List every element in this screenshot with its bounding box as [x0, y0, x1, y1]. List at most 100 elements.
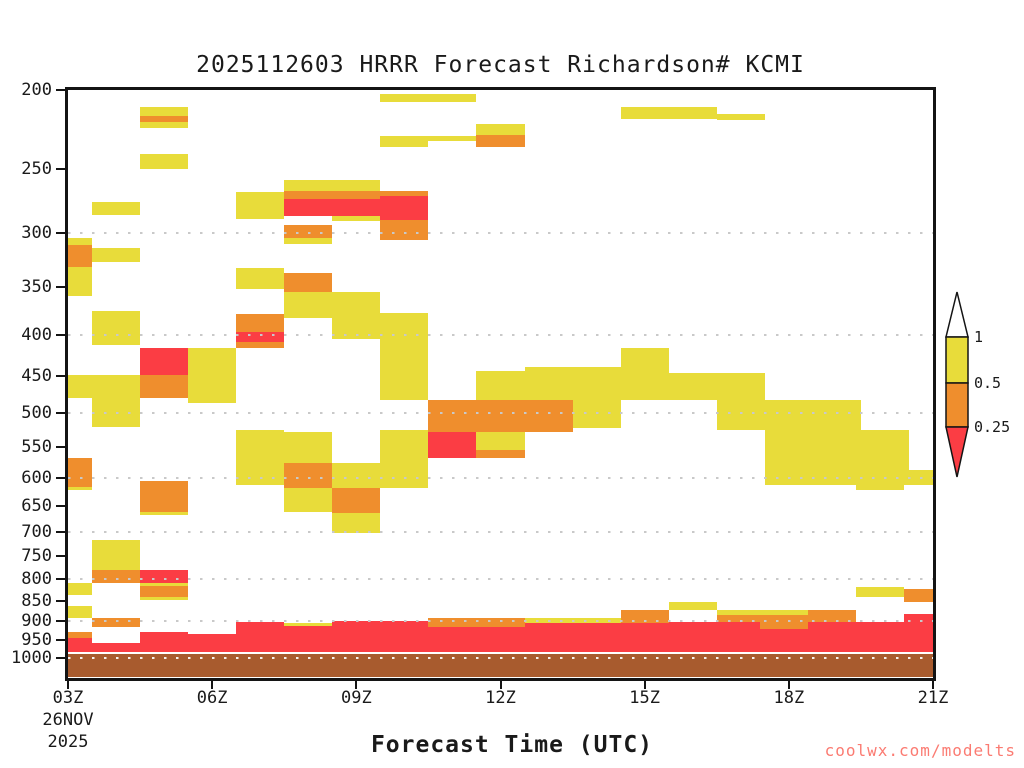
heatmap-cell [68, 631, 93, 638]
heatmap-cell [284, 623, 333, 626]
y-axis-tick [56, 232, 66, 235]
heatmap-cell [856, 485, 905, 490]
gridline [68, 333, 933, 336]
x-axis-tick-label: 18Z [773, 688, 805, 708]
heatmap-cell [524, 623, 621, 652]
heatmap-cell [140, 154, 189, 169]
watermark: coolwx.com/modelts [824, 741, 1016, 760]
x-axis-tick [355, 681, 358, 689]
x-axis-tick-label: 15Z [629, 688, 661, 708]
heatmap-cell [284, 625, 333, 652]
y-axis-tick-label: 650 [21, 495, 52, 516]
heatmap-cell [68, 583, 93, 596]
heatmap-cell [140, 480, 189, 512]
heatmap-cell [92, 202, 141, 215]
y-axis-tick [56, 375, 66, 378]
x-axis-tick [211, 681, 214, 689]
colorbar-yellow-segment [945, 336, 969, 384]
heatmap-cell [140, 374, 189, 399]
heatmap-cell [68, 374, 141, 399]
y-axis-tick-label: 800 [21, 569, 52, 590]
x-axis-tick-label: 06Z [196, 688, 228, 708]
heatmap-cell [68, 266, 93, 297]
y-axis-tick-label: 850 [21, 590, 52, 611]
heatmap-cell [68, 244, 93, 267]
heatmap-cell [68, 457, 93, 487]
y-axis-tick [56, 638, 66, 641]
y-axis-tick [56, 504, 66, 507]
heatmap-cell [284, 273, 333, 293]
heatmap-cell [380, 195, 429, 220]
heatmap-cell [236, 331, 285, 342]
heatmap-cell [284, 431, 333, 463]
y-axis-tick-label: 700 [21, 522, 52, 543]
colorbar-label-025: 0.25 [974, 418, 1011, 436]
heatmap-cell [68, 486, 93, 490]
y-axis-tick [56, 286, 66, 289]
y-axis-tick-label: 950 [21, 629, 52, 650]
heatmap-cell [332, 216, 381, 222]
gridline [68, 531, 933, 534]
heatmap-cell [668, 373, 717, 400]
heatmap-cell [808, 610, 857, 622]
heatmap-cell [92, 618, 141, 627]
heatmap-cell [68, 638, 93, 652]
heatmap-cell [140, 631, 189, 652]
colorbar-label-05: 0.5 [974, 374, 1002, 392]
heatmap-cell [380, 219, 429, 241]
y-axis-tick [56, 412, 66, 415]
heatmap-cell [332, 462, 381, 489]
heatmap-cell [428, 627, 477, 652]
heatmap-cell [284, 292, 333, 319]
heatmap-cell [428, 136, 477, 141]
x-axis-tick-label: 21Z [917, 688, 949, 708]
x-axis-date-label: 26NOV [42, 710, 94, 730]
heatmap-cell [620, 107, 717, 119]
x-axis-tick [499, 681, 502, 689]
x-axis-tick-label: 03Z [52, 688, 84, 708]
plot-frame [65, 87, 936, 681]
y-axis-tick [56, 167, 66, 170]
heatmap-cell [856, 587, 905, 597]
y-axis-tick-label: 400 [21, 324, 52, 345]
heatmap-cell [476, 450, 525, 458]
heatmap-cell [716, 610, 809, 615]
heatmap-cell [140, 115, 189, 123]
heatmap-cell [92, 248, 141, 263]
y-axis-tick-label: 550 [21, 437, 52, 457]
x-axis-title: Forecast Time (UTC) [370, 732, 654, 758]
heatmap-cell [716, 614, 760, 622]
y-axis-tick [56, 578, 66, 581]
heatmap-cell [860, 429, 909, 486]
heatmap-cell [140, 122, 189, 129]
heatmap-cell [92, 642, 141, 652]
heatmap-cell [428, 431, 477, 458]
plot-area [68, 90, 933, 678]
y-axis-tick [56, 476, 66, 479]
heatmap-cell [236, 191, 285, 219]
heatmap-cell [68, 651, 933, 655]
heatmap-cell [140, 107, 189, 116]
heatmap-cell [284, 190, 429, 199]
y-axis-tick-label: 500 [21, 403, 52, 424]
heatmap-cell [668, 601, 717, 611]
gridline [68, 578, 933, 581]
y-axis-tick-label: 900 [21, 610, 52, 631]
y-axis-tick-label: 300 [21, 223, 52, 244]
heatmap-cell [332, 292, 381, 339]
heatmap-cell [380, 93, 477, 103]
y-axis-tick-label: 250 [21, 158, 52, 179]
heatmap-cell [140, 347, 189, 375]
y-axis-tick-label: 1000 [11, 647, 52, 668]
y-axis-tick-label: 350 [21, 277, 52, 298]
y-axis-tick-label: 200 [21, 80, 52, 100]
y-axis-tick [56, 656, 66, 659]
heatmap-cell [188, 347, 237, 404]
heatmap-cell [236, 313, 285, 332]
heatmap-cell [140, 596, 189, 600]
heatmap-cell [140, 583, 189, 586]
heatmap-cell [236, 621, 285, 652]
heatmap-cell [332, 488, 381, 513]
y-axis-tick [56, 89, 66, 91]
gridline [68, 476, 933, 479]
